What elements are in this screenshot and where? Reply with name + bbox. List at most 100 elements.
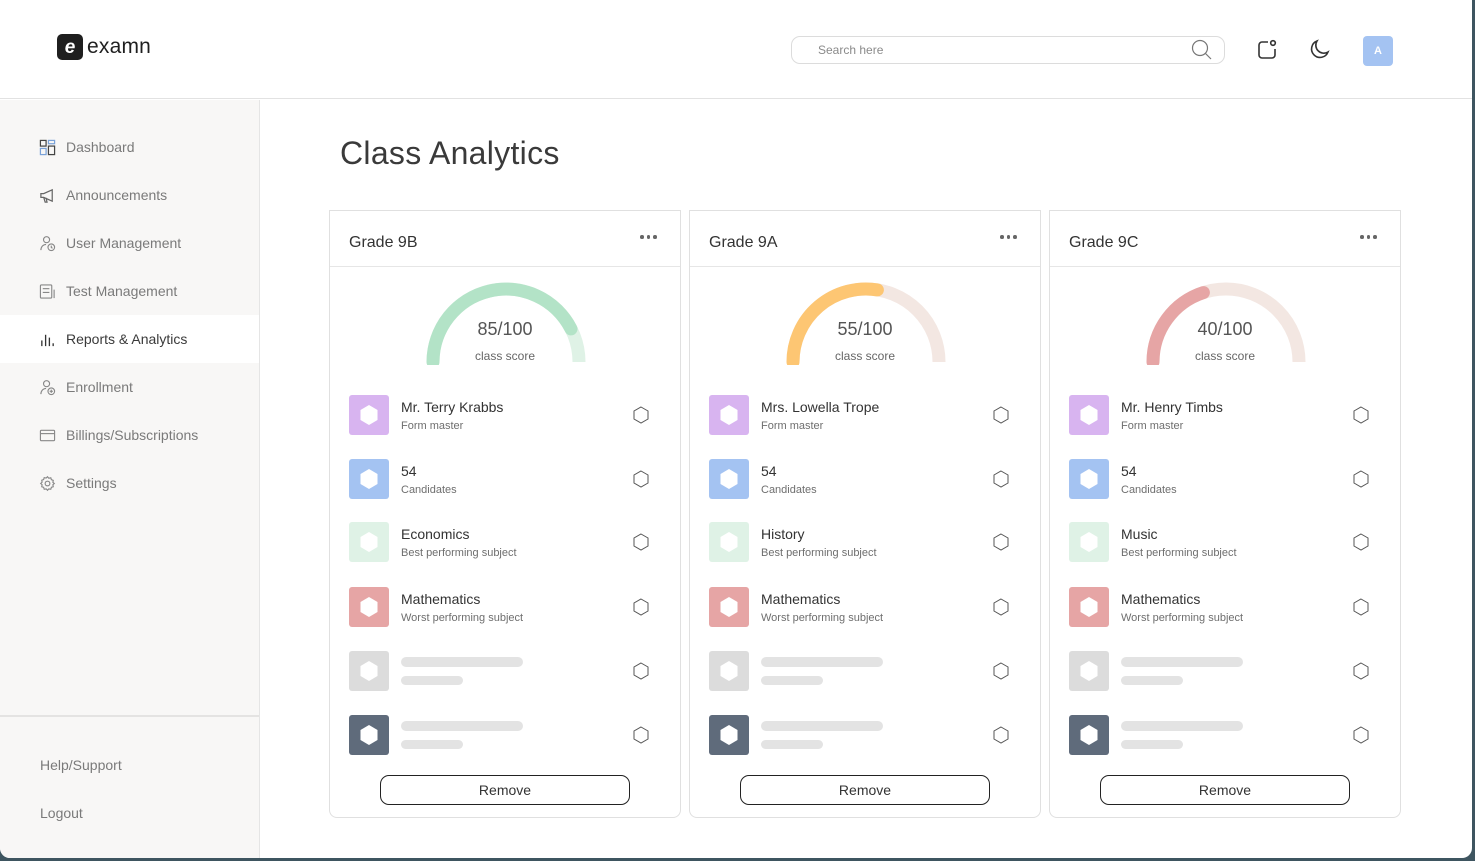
hexagon-badge-icon: [709, 395, 749, 435]
sidebar-item-billings[interactable]: Billings/Subscriptions: [0, 411, 259, 459]
score-gauge: [786, 282, 946, 365]
list-item: [349, 715, 661, 755]
class-card: Grade 9C 40/100 class score Mr. Henry Ti…: [1049, 210, 1401, 818]
skeleton-line: [761, 676, 823, 685]
skeleton-line: [401, 657, 523, 667]
logo[interactable]: e examn: [57, 34, 151, 60]
item-title: Mr. Terry Krabbs: [401, 399, 504, 415]
hexagon-action-icon[interactable]: [991, 405, 1011, 425]
card-header: Grade 9A: [690, 211, 1040, 267]
dashboard-icon: [39, 139, 56, 155]
hexagon-action-icon[interactable]: [991, 725, 1011, 745]
help-support-link[interactable]: Help/Support: [40, 757, 122, 773]
more-options-icon[interactable]: [1360, 233, 1378, 241]
skeleton-line: [401, 676, 463, 685]
list-item: [709, 715, 1021, 755]
search-icon[interactable]: [1190, 38, 1214, 62]
item-subtitle: Worst performing subject: [401, 612, 524, 624]
hexagon-action-icon[interactable]: [631, 725, 651, 745]
sidebar-item-settings[interactable]: Settings: [0, 459, 259, 507]
list-item: [1069, 651, 1381, 691]
hexagon-action-icon[interactable]: [1351, 405, 1371, 425]
remove-button[interactable]: Remove: [380, 775, 630, 805]
hexagon-action-icon[interactable]: [1351, 661, 1371, 681]
more-options-icon[interactable]: [640, 233, 658, 241]
sidebar-item-test-management[interactable]: Test Management: [0, 267, 259, 315]
item-title: 54: [401, 463, 417, 479]
more-options-icon[interactable]: [1000, 233, 1018, 241]
remove-button[interactable]: Remove: [740, 775, 990, 805]
score-label: class score: [1194, 349, 1256, 363]
sidebar-item-dashboard[interactable]: Dashboard: [0, 123, 259, 171]
sidebar-item-label: Billings/Subscriptions: [66, 427, 199, 443]
item-subtitle: Best performing subject: [401, 547, 517, 559]
hexagon-badge-icon: [1069, 459, 1109, 499]
hexagon-action-icon[interactable]: [631, 661, 651, 681]
card-title: Grade 9C: [1069, 234, 1139, 251]
score-label: class score: [834, 349, 896, 363]
list-item: 54 Candidates: [349, 459, 661, 499]
hexagon-action-icon[interactable]: [1351, 597, 1371, 617]
hexagon-action-icon[interactable]: [631, 405, 651, 425]
hexagon-action-icon[interactable]: [631, 532, 651, 552]
list-item: [1069, 715, 1381, 755]
hexagon-action-icon[interactable]: [1351, 725, 1371, 745]
card-title: Grade 9B: [349, 234, 418, 251]
list-item: 54 Candidates: [709, 459, 1021, 499]
item-subtitle: Best performing subject: [1121, 547, 1237, 559]
hexagon-action-icon[interactable]: [991, 597, 1011, 617]
item-title: Music: [1121, 526, 1158, 542]
hexagon-action-icon[interactable]: [1351, 469, 1371, 489]
top-header: e examn A: [0, 0, 1472, 99]
skeleton-line: [401, 721, 523, 731]
sidebar-item-label: Dashboard: [66, 139, 135, 155]
item-subtitle: Form master: [761, 420, 824, 432]
card-header: Grade 9B: [330, 211, 680, 267]
item-subtitle: Candidates: [401, 484, 457, 496]
search-input[interactable]: [792, 43, 1190, 57]
logout-link[interactable]: Logout: [40, 805, 83, 821]
sidebar-item-label: Test Management: [66, 283, 178, 299]
hexagon-action-icon[interactable]: [631, 597, 651, 617]
list-item: Mathematics Worst performing subject: [1069, 587, 1381, 627]
item-subtitle: Worst performing subject: [1121, 612, 1244, 624]
hexagon-badge-icon: [1069, 587, 1109, 627]
sidebar-item-enrollment[interactable]: Enrollment: [0, 363, 259, 411]
list-item: Economics Best performing subject: [349, 522, 661, 562]
remove-button[interactable]: Remove: [1100, 775, 1350, 805]
list-item: [709, 651, 1021, 691]
moon-icon[interactable]: [1307, 38, 1331, 62]
item-title: Mathematics: [1121, 591, 1201, 607]
item-subtitle: Form master: [401, 420, 464, 432]
score-value: 40/100: [1197, 319, 1253, 339]
megaphone-icon: [40, 188, 53, 203]
skeleton-line: [761, 657, 883, 667]
list-item: Mathematics Worst performing subject: [349, 587, 661, 627]
sidebar-item-reports-analytics[interactable]: Reports & Analytics: [0, 315, 259, 363]
hexagon-badge-icon: [709, 587, 749, 627]
notification-icon[interactable]: [1255, 38, 1279, 62]
skeleton-line: [1121, 740, 1183, 749]
class-card: Grade 9B 85/100 class score Mr. Terry Kr…: [329, 210, 681, 818]
hexagon-action-icon[interactable]: [991, 661, 1011, 681]
hexagon-badge-icon: [1069, 522, 1109, 562]
hexagon-action-icon[interactable]: [991, 469, 1011, 489]
score-gauge: [426, 282, 586, 365]
search-box[interactable]: [791, 36, 1225, 64]
sidebar-item-announcements[interactable]: Announcements: [0, 171, 259, 219]
sidebar-item-user-management[interactable]: User Management: [0, 219, 259, 267]
score-label: class score: [474, 349, 536, 363]
score-value: 85/100: [477, 319, 533, 339]
hexagon-badge-icon: [349, 715, 389, 755]
card-title: Grade 9A: [709, 234, 778, 251]
hexagon-action-icon[interactable]: [1351, 532, 1371, 552]
hexagon-action-icon[interactable]: [631, 469, 651, 489]
sidebar-item-label: Reports & Analytics: [66, 331, 188, 347]
hexagon-action-icon[interactable]: [991, 532, 1011, 552]
sidebar-divider: [0, 715, 259, 717]
list-item: [349, 651, 661, 691]
avatar[interactable]: A: [1363, 36, 1393, 66]
list-item: Mrs. Lowella Trope Form master: [709, 395, 1021, 435]
user-add-icon: [40, 379, 56, 395]
